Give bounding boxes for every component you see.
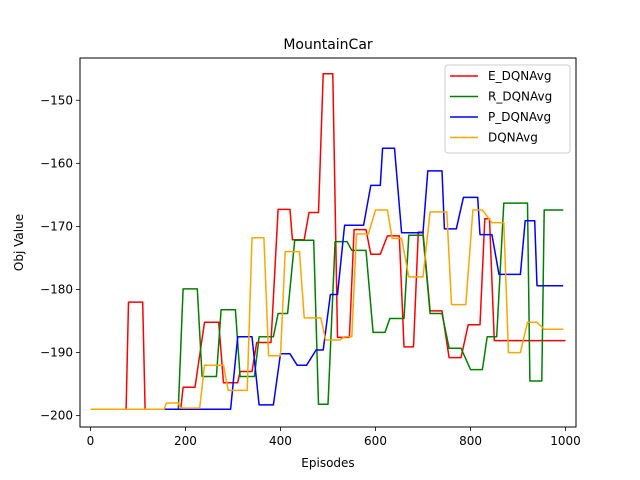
series-line-e-dqnavg <box>90 73 566 411</box>
legend-label: DQNAvg <box>488 131 538 145</box>
y-tick-label: −150 <box>40 93 73 107</box>
x-tick-label: 800 <box>459 434 482 448</box>
y-tick-label: −190 <box>40 346 73 360</box>
legend: E_DQNAvg R_DQNAvg P_DQNAvg DQNAvg <box>444 64 571 154</box>
x-tick-label: 400 <box>269 434 292 448</box>
y-tick-label: −200 <box>40 409 73 423</box>
x-axis-label: Episodes <box>301 456 354 470</box>
series-layer <box>90 73 566 411</box>
y-axis-label: Obj Value <box>12 214 26 271</box>
x-tick-label: 600 <box>364 434 387 448</box>
y-tick-label: −180 <box>40 282 73 296</box>
plot-frame <box>79 57 577 428</box>
y-tick-label: −160 <box>40 156 73 170</box>
legend-label: R_DQNAvg <box>488 90 552 104</box>
chart-title: MountainCar <box>283 37 373 53</box>
x-tick-label: 200 <box>174 434 197 448</box>
legend-label: P_DQNAvg <box>488 110 551 124</box>
series-line-r-dqnavg <box>90 202 564 411</box>
legend-box <box>444 64 571 154</box>
legend-label: E_DQNAvg <box>488 69 551 83</box>
x-tick-label: 1000 <box>550 434 581 448</box>
x-tick-label: 0 <box>87 434 95 448</box>
y-axis-ticks: −200 −190 −180 −170 −160 −150 <box>40 93 80 423</box>
series-line-p-dqnavg <box>90 147 564 411</box>
series-line-dqnavg <box>90 209 564 411</box>
x-axis-ticks: 0 200 400 600 800 1000 <box>87 427 581 448</box>
y-tick-label: −170 <box>40 219 73 233</box>
